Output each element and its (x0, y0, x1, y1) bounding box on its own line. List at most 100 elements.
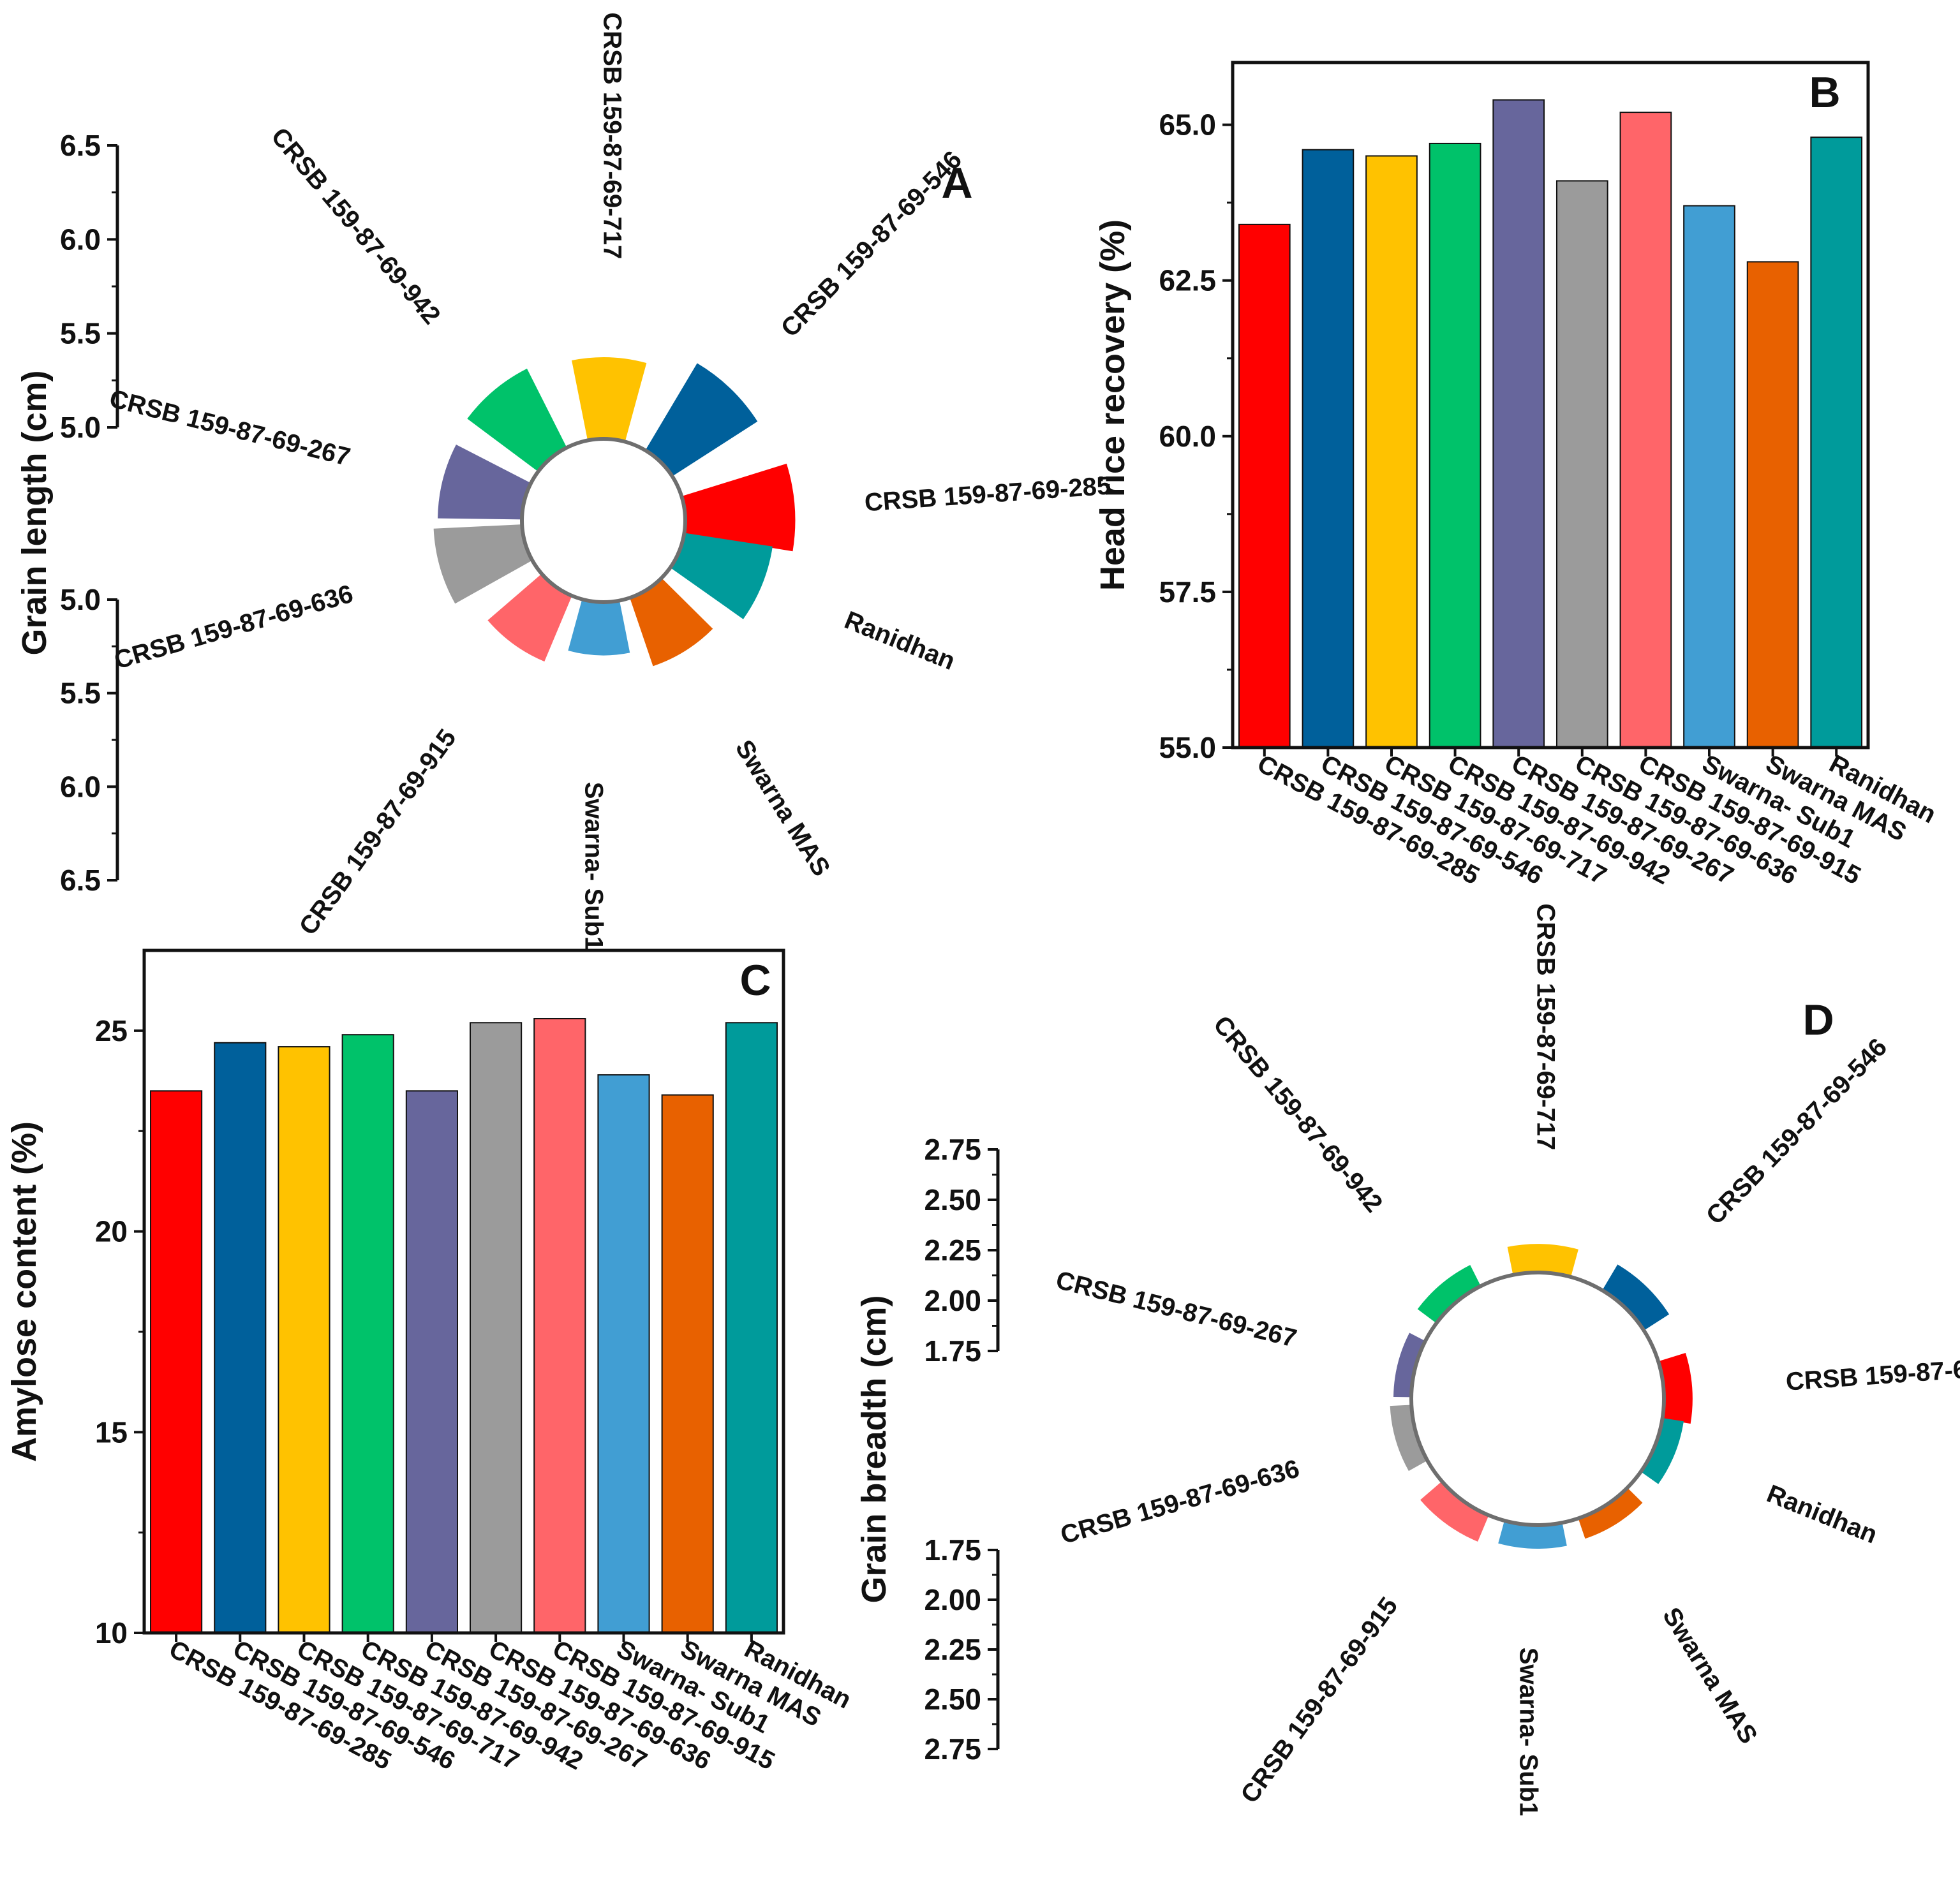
polar-bar-D-8 (1498, 1521, 1567, 1549)
value-tick-label-D-lower-1: 1.75 (924, 1533, 981, 1567)
value-tick-label-A-upper-3: 5.5 (60, 317, 101, 350)
value-tick-label-D-lower-5: 2.75 (924, 1732, 981, 1766)
polar-label-A-7: CRSB 159-87-69-915 (294, 724, 462, 940)
polar-bar-A-10 (670, 533, 773, 619)
value-tick-label-D-upper-5: 1.75 (924, 1334, 981, 1368)
polar-bar-D-2 (1602, 1264, 1670, 1331)
polar-label-A-3: CRSB 159-87-69-717 (598, 12, 626, 259)
ytick-label-C-2: 15 (95, 1415, 128, 1449)
polar-bar-A-8 (568, 599, 630, 656)
polar-bar-A-5 (438, 444, 531, 520)
bar-B-3 (1365, 155, 1418, 749)
value-tick-label-D-lower-4: 2.50 (924, 1683, 981, 1716)
polar-label-D-9: Swarna MAS (1657, 1603, 1763, 1749)
value-tick-label-A-lower-2: 5.5 (60, 677, 101, 710)
polar-bar-D-6 (1390, 1405, 1428, 1472)
polar-label-D-8: Swarna- Sub1 (1514, 1648, 1542, 1817)
bar-C-9 (661, 1094, 714, 1634)
bar-C-10 (725, 1022, 778, 1634)
polar-label-D-5: CRSB 159-87-69-267 (1053, 1266, 1300, 1353)
value-tick-label-D-upper-3: 2.25 (924, 1234, 981, 1267)
polar-label-A-5: CRSB 159-87-69-267 (107, 385, 353, 471)
polar-bar-D-7 (1420, 1481, 1489, 1542)
ytick-label-B-4: 62.5 (1159, 264, 1216, 297)
value-tick-label-D-lower-3: 2.25 (924, 1633, 981, 1666)
value-tick-label-D-upper-4: 2.00 (924, 1284, 981, 1317)
bar-C-6 (470, 1022, 523, 1634)
polar-label-D-6: CRSB 159-87-69-636 (1057, 1454, 1302, 1549)
panel-A: CRSB 159-87-69-285 CRSB 159-87-69-546 CRSB… (15, 12, 1112, 950)
bar-B-8 (1683, 205, 1735, 748)
panel-letter-C: C (739, 956, 771, 1005)
polar-label-A-10: Ranidhan (841, 606, 959, 675)
polar-bar-D-1 (1658, 1352, 1693, 1424)
ytick-label-B-3: 60.0 (1159, 420, 1216, 453)
value-tick-label-A-upper-4: 5.0 (60, 411, 101, 444)
polar-bar-A-6 (433, 524, 533, 604)
panel-letter-D: D (1802, 996, 1834, 1044)
polar-bar-A-2 (645, 363, 758, 476)
ytick-label-C-3: 20 (95, 1215, 128, 1248)
bar-B-9 (1746, 261, 1799, 749)
ytick-label-C-1: 10 (95, 1616, 128, 1649)
bar-C-2 (214, 1042, 267, 1634)
value-tick-label-A-lower-1: 5.0 (60, 583, 101, 616)
y-axis-title-B: Head rice recovery (%) (1094, 219, 1132, 591)
panel-letter-B: B (1809, 68, 1840, 117)
bar-B-5 (1492, 99, 1545, 748)
polar-label-A-6: CRSB 159-87-69-636 (111, 580, 356, 675)
bar-C-3 (278, 1046, 330, 1634)
panel-letter-A: A (941, 159, 972, 207)
bar-B-1 (1238, 223, 1291, 748)
ytick-label-B-2: 57.5 (1159, 575, 1216, 609)
polar-bar-A-3 (572, 357, 647, 442)
plot-frame-B (1231, 61, 1870, 749)
polar-label-D-10: Ranidhan (1763, 1480, 1881, 1549)
polar-bar-D-9 (1578, 1487, 1643, 1539)
polar-label-A-8: Swarna- Sub1 (580, 782, 608, 951)
polar-bar-A-1 (681, 463, 796, 552)
y-axis-title-C: Amylose content (%) (5, 1121, 43, 1462)
polar-label-A-4: CRSB 159-87-69-942 (265, 122, 445, 330)
polar-label-A-2: CRSB 159-87-69-546 (776, 145, 967, 343)
value-tick-label-D-upper-1: 2.75 (924, 1133, 981, 1166)
bar-C-4 (341, 1034, 394, 1634)
polar-label-D-4: CRSB 159-87-69-942 (1208, 1010, 1388, 1218)
polar-bar-D-4 (1417, 1265, 1481, 1324)
bar-B-10 (1810, 137, 1863, 748)
ytick-label-C-4: 25 (95, 1014, 128, 1047)
panel-D: CRSB 159-87-69-2 CRSB 159-87-69-546 CRSB 1… (855, 903, 1960, 1816)
polar-label-D-1: CRSB 159-87-69-2 (1785, 1353, 1960, 1396)
polar-bar-A-7 (487, 573, 572, 662)
inner-circle-D (1409, 1271, 1666, 1527)
bar-C-5 (405, 1090, 458, 1634)
bar-B-7 (1619, 112, 1672, 749)
bar-C-8 (597, 1074, 650, 1634)
y-axis-title-D: Grain breadth (cm) (855, 1295, 893, 1603)
value-tick-label-A-upper-2: 6.0 (60, 223, 101, 256)
polar-bar-D-5 (1393, 1332, 1425, 1398)
bar-B-6 (1555, 180, 1608, 748)
polar-label-D-7: CRSB 159-87-69-915 (1235, 1592, 1403, 1808)
value-tick-label-D-upper-2: 2.50 (924, 1183, 981, 1216)
value-tick-label-A-lower-4: 6.5 (60, 864, 101, 897)
value-tick-label-D-lower-2: 2.00 (924, 1583, 981, 1616)
polar-bar-A-4 (467, 368, 567, 472)
polar-bar-A-9 (630, 578, 713, 667)
ytick-label-B-5: 65.0 (1159, 108, 1216, 142)
ytick-label-B-1: 55.0 (1159, 731, 1216, 764)
value-tick-label-A-upper-1: 6.5 (60, 129, 101, 162)
bar-B-2 (1302, 149, 1355, 748)
y-axis-title-A: Grain length (cm) (15, 370, 54, 655)
inner-circle-A (520, 437, 687, 604)
bar-B-4 (1429, 142, 1481, 749)
polar-bar-D-3 (1507, 1244, 1578, 1277)
polar-label-D-2: CRSB 159-87-69-546 (1701, 1033, 1892, 1230)
bar-C-7 (533, 1018, 586, 1634)
polar-label-D-3: CRSB 159-87-69-717 (1532, 903, 1560, 1150)
polar-label-A-1: CRSB 159-87-69-285 (864, 471, 1112, 517)
polar-bar-D-10 (1640, 1418, 1684, 1484)
